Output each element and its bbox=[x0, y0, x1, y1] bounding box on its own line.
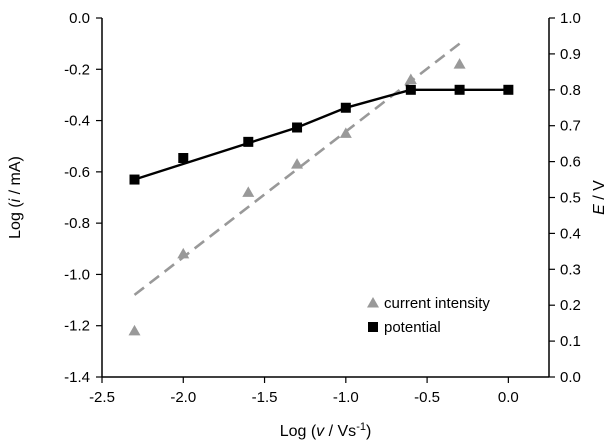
y-right-tick-label: 0.9 bbox=[560, 46, 581, 63]
trendline-potential bbox=[134, 88, 509, 181]
y-left-tick-label: -1.4 bbox=[64, 369, 90, 386]
point-potential bbox=[243, 136, 254, 147]
x-tick-label: -1.5 bbox=[252, 389, 278, 406]
x-tick-label: -1.0 bbox=[333, 389, 359, 406]
y-right-tick-label: 0.1 bbox=[560, 333, 581, 350]
point-current-intensity bbox=[453, 58, 466, 69]
y-left-tick-label: -1.2 bbox=[64, 318, 90, 335]
y-right-tick-label: 0.7 bbox=[560, 118, 581, 135]
legend-label-current-intensity: current intensity bbox=[384, 295, 490, 312]
point-potential bbox=[454, 84, 465, 95]
axes: -2.5 -2.0 -1.5 -1.0 -0.5 0.0 0.0 -0.2 -0.4 -0.6 -0… bbox=[64, 10, 581, 406]
point-current-intensity bbox=[404, 73, 417, 85]
y-right-tick-label: 0.3 bbox=[560, 261, 581, 278]
y-right-tick-label: 0.6 bbox=[560, 154, 581, 171]
x-tick-label: -2.5 bbox=[89, 389, 115, 406]
trendline-current-intensity bbox=[133, 42, 461, 296]
y-right-tick-label: 1.0 bbox=[560, 10, 581, 27]
point-potential bbox=[340, 102, 351, 113]
data-marks bbox=[128, 58, 514, 336]
y-right-tick-label: 0.5 bbox=[560, 190, 581, 207]
point-current-intensity bbox=[177, 247, 190, 259]
trendlines bbox=[133, 42, 509, 296]
point-current-intensity bbox=[128, 324, 141, 336]
y-left-tick-label: -0.8 bbox=[64, 215, 90, 232]
point-potential bbox=[178, 153, 189, 164]
point-potential bbox=[405, 84, 416, 95]
legend-marker-potential bbox=[368, 322, 378, 332]
axis-labels: Log (v / Vs-1) Log (i / mA) E / V bbox=[7, 156, 608, 440]
y-left-tick-label: -0.2 bbox=[64, 61, 90, 78]
legend-marker-current-intensity bbox=[367, 297, 379, 308]
point-current-intensity bbox=[339, 127, 352, 138]
x-tick-label: 0.0 bbox=[498, 389, 519, 406]
y-right-tick-label: 0.4 bbox=[560, 225, 581, 242]
point-potential bbox=[129, 174, 140, 185]
y-left-tick-label: -1.0 bbox=[64, 266, 90, 283]
x-tick-label: -2.0 bbox=[170, 389, 196, 406]
y-right-axis-title: E / V bbox=[591, 180, 608, 215]
x-axis-title: Log (v / Vs-1) bbox=[280, 421, 372, 440]
y-left-tick-label: 0.0 bbox=[69, 10, 90, 27]
y-left-tick-label: -0.4 bbox=[64, 113, 90, 130]
y-right-tick-label: 0.2 bbox=[560, 297, 581, 314]
y-left-axis-title: Log (i / mA) bbox=[7, 156, 24, 239]
point-current-intensity bbox=[242, 186, 255, 197]
legend: current intensity potential bbox=[367, 295, 490, 336]
x-tick-label: -0.5 bbox=[414, 389, 440, 406]
y-right-tick-label: 0.8 bbox=[560, 82, 581, 99]
point-potential bbox=[292, 122, 303, 133]
point-current-intensity bbox=[291, 158, 304, 169]
legend-label-potential: potential bbox=[384, 319, 441, 336]
y-right-tick-label: 0.0 bbox=[560, 369, 581, 386]
y-left-tick-label: -0.6 bbox=[64, 164, 90, 181]
point-potential bbox=[503, 84, 514, 95]
